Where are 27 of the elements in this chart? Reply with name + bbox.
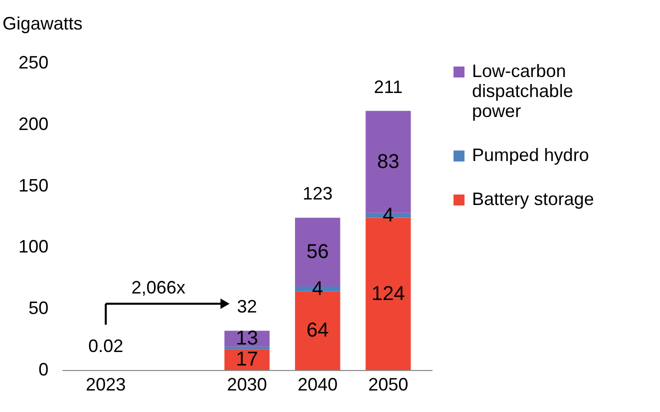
x-tick-label: 2030 xyxy=(226,374,268,394)
total-label: 32 xyxy=(236,296,258,317)
legend-label: Battery storage xyxy=(472,189,594,209)
data-label: 124 xyxy=(372,282,405,305)
x-tick-label: 2040 xyxy=(298,374,338,394)
y-tick-label: 250 xyxy=(18,52,48,72)
y-tick-label: 100 xyxy=(18,236,48,257)
legend-label: Pumped hydro xyxy=(472,145,590,165)
data-label: 13 xyxy=(236,328,258,350)
legend-label: Low-carbon dispatchable power xyxy=(472,61,574,121)
y-tick-label: 0 xyxy=(38,360,48,380)
data-label: 56 xyxy=(306,241,329,264)
x-tick-label: 2050 xyxy=(368,374,408,394)
x-tick-label: 2023 xyxy=(86,374,126,394)
bar xyxy=(224,346,270,350)
total-label: 0.02 xyxy=(88,336,124,356)
total-label: 123 xyxy=(302,184,333,204)
y-tick-label: 200 xyxy=(18,114,48,134)
total-label: 211 xyxy=(374,76,403,97)
y-axis-title: Gigawatts xyxy=(2,14,83,34)
bar xyxy=(224,349,270,370)
data-label: 64 xyxy=(306,320,329,342)
data-label: 83 xyxy=(377,150,400,173)
y-tick-label: 150 xyxy=(18,175,48,196)
annotation: 2,066x xyxy=(131,278,186,298)
data-label: 17 xyxy=(236,348,258,371)
y-tick-label: 50 xyxy=(28,298,48,318)
